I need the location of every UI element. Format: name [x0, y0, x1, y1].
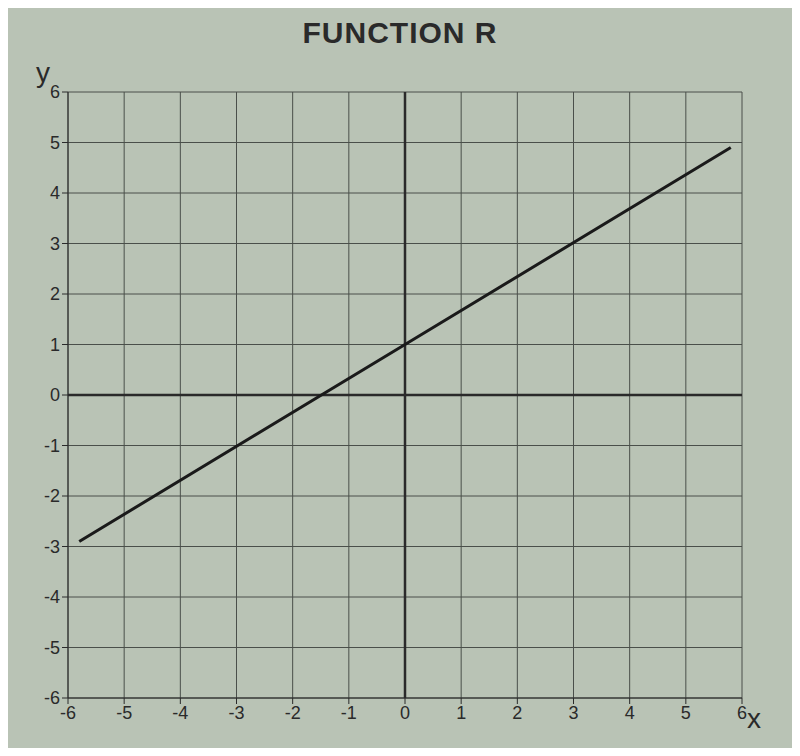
- svg-text:-5: -5: [116, 703, 132, 723]
- svg-text:-3: -3: [44, 537, 60, 557]
- svg-text:-6: -6: [44, 688, 60, 708]
- svg-text:-4: -4: [44, 587, 60, 607]
- svg-text:-6: -6: [60, 703, 76, 723]
- svg-text:5: 5: [50, 133, 60, 153]
- svg-text:y: y: [36, 58, 50, 88]
- svg-text:1: 1: [456, 703, 466, 723]
- svg-text:0: 0: [400, 703, 410, 723]
- svg-text:4: 4: [50, 183, 60, 203]
- svg-text:x: x: [747, 703, 761, 734]
- svg-text:6: 6: [737, 703, 747, 723]
- svg-text:6: 6: [50, 82, 60, 102]
- svg-text:-5: -5: [44, 638, 60, 658]
- svg-text:1: 1: [50, 335, 60, 355]
- svg-text:-2: -2: [44, 486, 60, 506]
- html-text:FUNCTION R: FUNCTION R: [302, 16, 498, 49]
- svg-text:-1: -1: [341, 703, 357, 723]
- svg-text:-2: -2: [285, 703, 301, 723]
- svg-text:4: 4: [625, 703, 635, 723]
- svg-text:-3: -3: [228, 703, 244, 723]
- svg-text:3: 3: [50, 234, 60, 254]
- svg-text:2: 2: [50, 284, 60, 304]
- svg-text:0: 0: [50, 385, 60, 405]
- svg-text:2: 2: [512, 703, 522, 723]
- svg-text:-4: -4: [172, 703, 188, 723]
- svg-text:3: 3: [568, 703, 578, 723]
- svg-text:5: 5: [681, 703, 691, 723]
- svg-text:-1: -1: [44, 436, 60, 456]
